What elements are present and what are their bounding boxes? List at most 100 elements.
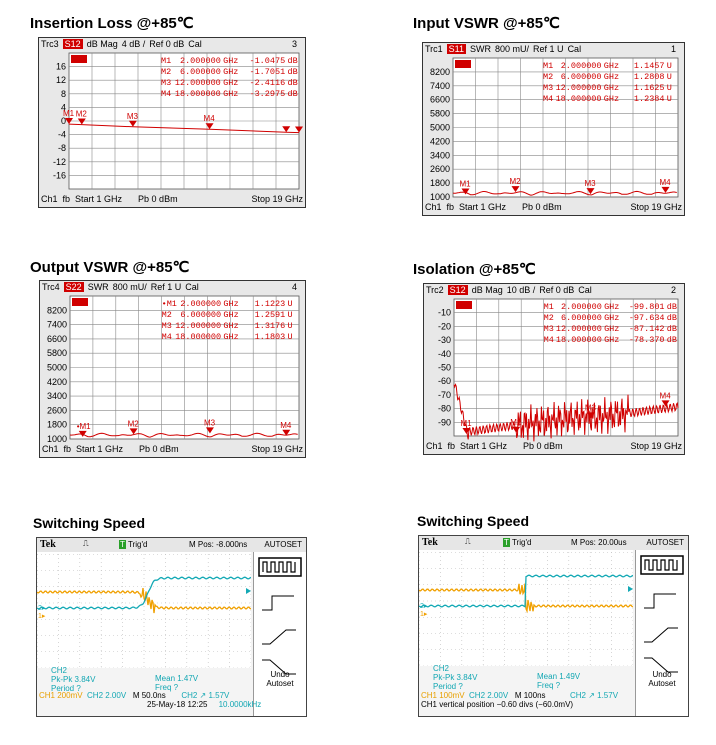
trace-ref: Ref 0 dB [149, 39, 185, 49]
insertion-loss-title: Insertion Loss @+85℃ [30, 15, 194, 32]
trace-scale: 4 dB / [121, 39, 146, 49]
trace-ref: Ref 1 U [150, 282, 182, 292]
grid [454, 299, 678, 436]
marker-table-cell: 1.1625 [634, 83, 665, 93]
trace-line [452, 190, 677, 196]
marker-table-cell: M3 [161, 78, 171, 88]
marker-table-cell: 6.000000 [561, 313, 602, 323]
trace-header: Trc2 S12 dB Mag 10 dB / Ref 0 dB Cal 2 [426, 285, 682, 297]
undo-autoset-button[interactable]: Undo Autoset [648, 670, 676, 688]
marker-table-cell: GHz [223, 67, 238, 77]
trace-format: dB Mag [471, 285, 503, 295]
sweep-footer: Ch1 fb Start 1 GHz Pb 0 dBm Stop 19 GHz [42, 444, 303, 456]
marker-table-cell: -78.370 [629, 335, 665, 345]
y-tick-label: 1000 [47, 434, 67, 444]
trace-format: SWR [87, 282, 109, 292]
y-tick-label: -10 [438, 308, 451, 318]
ch2-mean-freq: Mean 1.49V Freq ? [537, 672, 581, 690]
marker-table-cell: GHz [604, 313, 619, 323]
fb-label: fb [447, 441, 456, 451]
marker-table-cell: 1.2384 [634, 94, 665, 104]
marker-5 [282, 126, 291, 133]
scope-1-sidebar [253, 552, 306, 716]
marker-table-cell: 1.3176 [255, 321, 286, 331]
y-tick-label: 1000 [430, 192, 450, 202]
marker-label-1: M1 [460, 419, 472, 428]
isolation-title: Isolation @+85℃ [413, 261, 536, 278]
y-tick-label: -12 [53, 157, 66, 167]
marker-label-3: M3 [585, 403, 597, 412]
y-tick-label: 4200 [430, 136, 450, 146]
scope-2-status-bar: CH1 100mV CH2 2.00V M 100ns CH2 ↗ 1.57V … [421, 691, 619, 709]
plot-area: 8200 7400 6600 5800 5000 4200 3400 2600 1800 1000… [47, 295, 300, 444]
marker-1 [78, 430, 87, 437]
trigger-level-marker [246, 588, 251, 594]
marker-table-cell: GHz [223, 332, 238, 342]
ch1-ground-marker: 1▸ [420, 611, 428, 618]
stop-freq: Stop 19 GHz [251, 194, 303, 204]
trace-scale: 800 mU/ [495, 44, 530, 54]
marker-table-cell: M3 [162, 321, 172, 331]
y-tick-label: 5000 [430, 123, 450, 133]
tek-logo: Tek [40, 539, 56, 550]
marker-table-cell: 12.000000 [556, 83, 602, 93]
y-tick-label: 8200 [430, 67, 450, 77]
marker-label-4: M4 [660, 391, 672, 400]
marker-table-cell: U [667, 61, 672, 71]
trace-param: S11 [446, 44, 467, 54]
marker-3 [128, 120, 137, 127]
marker-table-cell: dB [288, 67, 298, 77]
marker-label-3: M3 [204, 418, 216, 427]
marker-table-cell: -2.4116 [249, 78, 285, 88]
marker-table-cell: 6.000000 [180, 310, 221, 320]
marker-table-cell: 1.1803 [255, 332, 286, 342]
autoset-label[interactable]: AUTOSET [646, 538, 684, 547]
marker-table-cell: -99.801 [629, 302, 665, 312]
channel-label: Ch1 [425, 202, 442, 212]
marker-table-cell: GHz [604, 83, 619, 93]
y-tick-label: 1800 [430, 178, 450, 188]
switching-speed-title-1: Switching Speed [33, 515, 146, 531]
y-tick-label: 5800 [47, 348, 67, 358]
cal-status: Cal [185, 282, 199, 292]
ch2-mean-freq: Mean 1.47V Freq ? [155, 674, 199, 692]
marker-4 [661, 400, 670, 407]
marker-3 [586, 188, 595, 195]
plot-area: 8200 7400 6600 5800 5000 4200 3400 2600 1800 1000… [430, 57, 679, 202]
y-tick-label: 8 [61, 89, 66, 99]
marker-table-cell: U [288, 321, 293, 331]
pulse-icon: ⎍ [465, 537, 471, 546]
trace-number: 2 [670, 285, 676, 295]
marker-label-1: •M1 [77, 422, 91, 431]
marker-table-cell: dB [667, 313, 677, 323]
trace-name: Trc1 [425, 44, 443, 54]
sweep-footer: Ch1 fb Start 1 GHz Pb 0 dBm Stop 19 GHz [41, 194, 303, 206]
marker-1 [65, 118, 73, 125]
trace-scale: 800 mU/ [112, 282, 147, 292]
fb-label: fb [63, 444, 72, 454]
cal-status: Cal [188, 39, 202, 49]
isolation-plot: Trc2 S12 dB Mag 10 dB / Ref 0 dB Cal 2 Ch1 fb Sta… [423, 283, 685, 455]
autoset-label[interactable]: AUTOSET [264, 540, 302, 549]
marker-1 [462, 428, 471, 434]
y-tick-label: 0 [61, 116, 66, 126]
undo-autoset-button[interactable]: Undo Autoset [266, 670, 294, 688]
power-label: Pb 0 dBm [522, 202, 562, 212]
trace-format: dB Mag [86, 39, 118, 49]
marker-table-cell: GHz [604, 72, 619, 82]
ch2-waveform [36, 576, 252, 610]
scope-2-waveform: 2▸1▸ [418, 535, 634, 667]
reference-marker [72, 298, 88, 306]
marker-label-1: M1 [460, 179, 472, 188]
ch2-ground-marker: 2▸ [420, 603, 428, 610]
y-tick-label: 16 [56, 62, 66, 72]
marker-table-cell: 12.000000 [175, 321, 221, 331]
marker-label-4: M4 [660, 178, 672, 187]
stop-freq: Stop 19 GHz [630, 202, 682, 212]
fb-label: fb [62, 194, 71, 204]
marker-table-cell: GHz [604, 61, 619, 71]
marker-table-cell: GHz [604, 302, 619, 312]
y-tick-label: -50 [438, 363, 451, 373]
trigger-status: T Trig'd [503, 538, 532, 547]
marker-table-cell: M4 [543, 94, 553, 104]
